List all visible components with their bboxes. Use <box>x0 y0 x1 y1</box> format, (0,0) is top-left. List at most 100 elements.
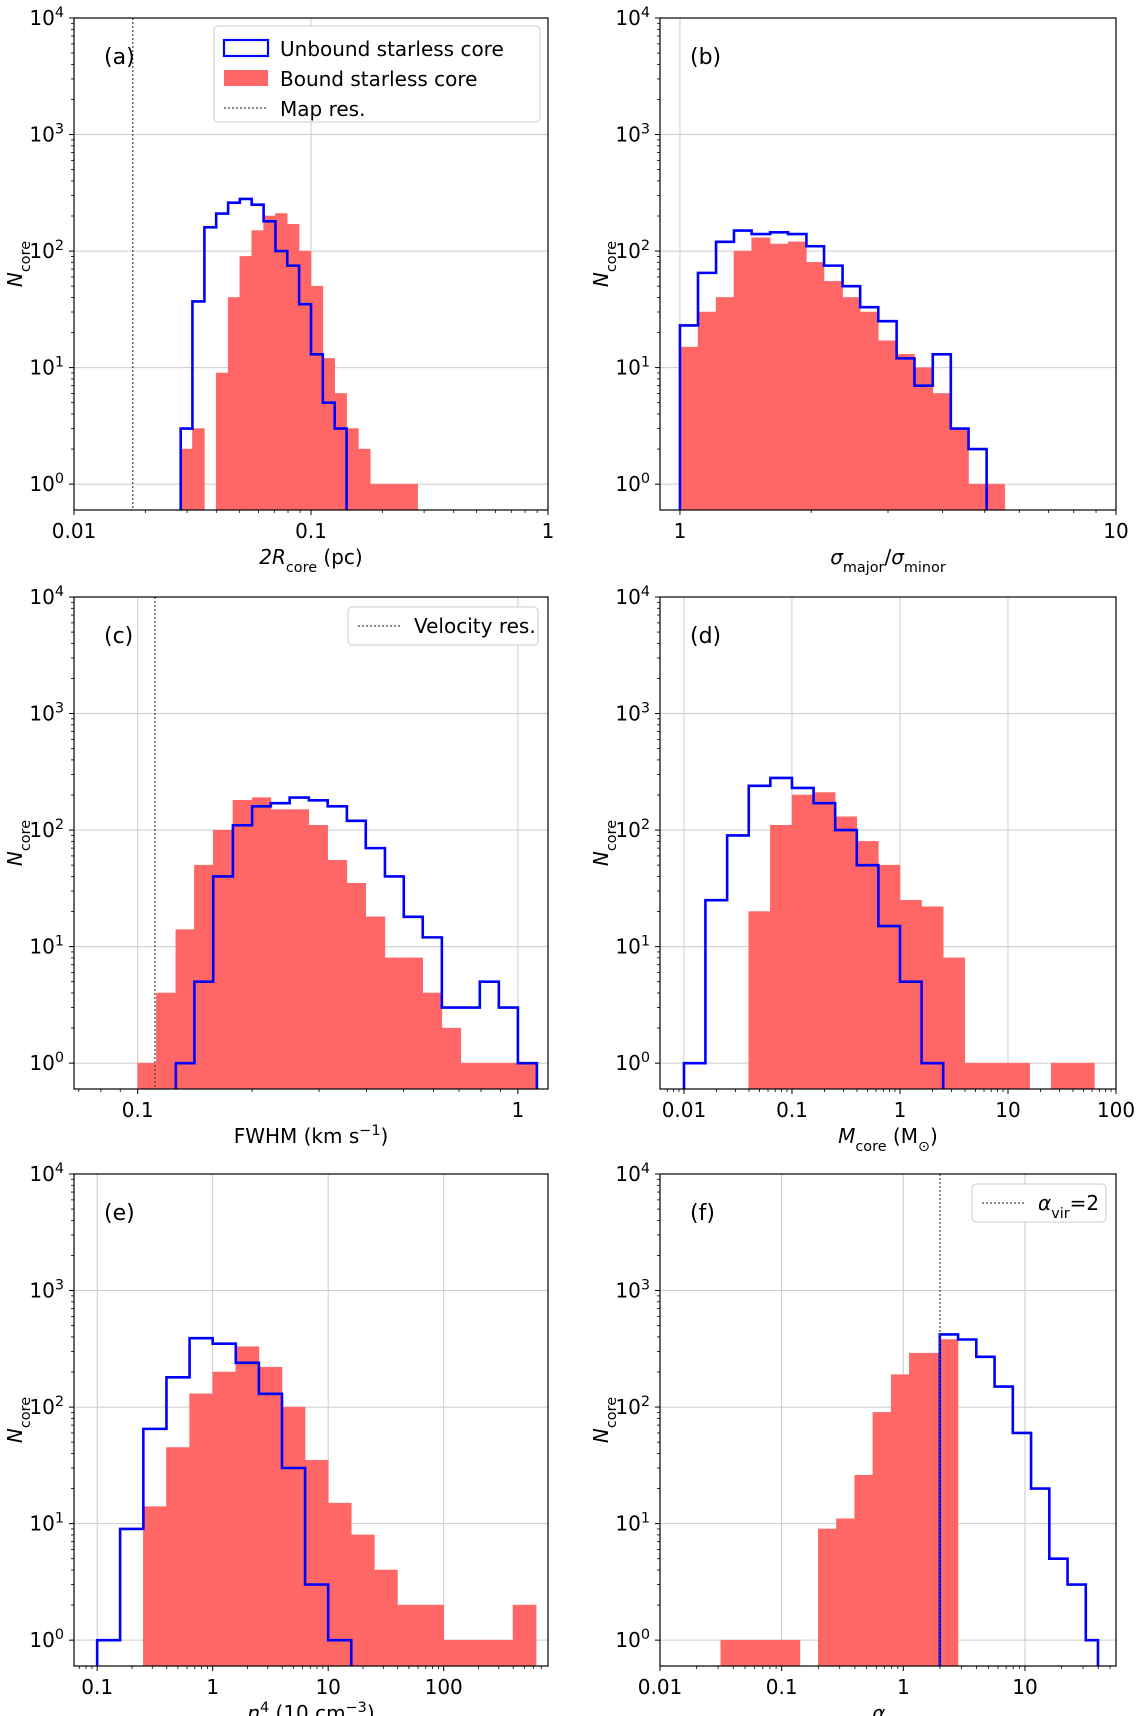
unbound-step-line <box>95 1336 353 1666</box>
bound-bar <box>397 1604 421 1666</box>
bound-bar <box>365 916 386 1089</box>
unbound-histogram <box>95 1336 353 1666</box>
legend-box <box>347 606 539 646</box>
x-tick-label: 0.1 <box>295 519 327 543</box>
axes-frame <box>73 596 549 1090</box>
bound-bar <box>393 483 407 510</box>
x-axis: 0.01 0.1 1 <box>52 510 555 543</box>
x-tick-label: 0.1 <box>776 1098 808 1122</box>
x-axis-label: FWHM (km s−1) <box>234 1123 389 1148</box>
x-axis-label: αvir <box>872 1701 904 1716</box>
bound-histogram <box>720 1339 959 1666</box>
x-axis: 1 10 <box>674 510 1129 543</box>
x-tick-label: 10 <box>315 1675 340 1699</box>
bound-bar <box>715 297 735 510</box>
bound-bar <box>1072 1062 1095 1089</box>
bound-bar <box>334 393 347 510</box>
y-tick-label: 101 <box>29 934 64 959</box>
y-axis: 100 101 102 103 104 <box>615 584 660 1075</box>
bound-bar <box>787 241 807 510</box>
y-tick-label: 102 <box>29 238 64 263</box>
x-tick-label: 1 <box>542 519 555 543</box>
bound-bar <box>770 824 793 1089</box>
bound-bar <box>939 1339 959 1666</box>
bound-bar <box>942 957 966 1089</box>
bound-bar <box>263 215 276 510</box>
bound-bar <box>420 1604 444 1666</box>
bound-bar <box>460 1062 481 1089</box>
panel-e: 100 101 102 103 104 0.1 1 10 100 n4 (10 cm−3) Ncor… <box>3 1161 549 1716</box>
bound-bar <box>308 824 328 1089</box>
bound-bar <box>212 829 234 1089</box>
bound-histogram <box>679 237 1006 510</box>
bound-histogram <box>137 797 538 1089</box>
x-tick-label: 0.1 <box>766 1675 798 1699</box>
bound-bar <box>143 1506 167 1666</box>
bound-bar <box>890 1374 910 1666</box>
bound-bar <box>679 346 699 510</box>
bound-bar <box>212 1371 237 1666</box>
panel-label: (d) <box>690 624 721 649</box>
axes-frame <box>73 1173 549 1667</box>
x-tick-label: 0.01 <box>638 1675 683 1699</box>
x-axis: 0.01 0.1 1 10 100 <box>662 1089 1135 1122</box>
legend-swatch-bound <box>224 70 268 86</box>
bound-bar <box>751 237 771 510</box>
y-tick-label: 104 <box>615 1161 650 1186</box>
y-axis-label: Ncore <box>589 1397 620 1443</box>
bound-bar <box>384 957 405 1089</box>
bound-histogram <box>143 1346 537 1666</box>
bound-bar <box>932 393 952 510</box>
legend-box <box>213 25 541 123</box>
bound-bar <box>180 448 193 510</box>
bound-bar <box>720 1639 758 1666</box>
bound-bar <box>441 1027 462 1089</box>
bound-bar <box>175 929 195 1089</box>
bound-bar <box>964 1062 987 1089</box>
bound-bar <box>986 1062 1009 1089</box>
bound-bar <box>289 809 310 1089</box>
bound-bar <box>856 841 879 1089</box>
bound-bar <box>733 250 752 510</box>
bound-bar <box>258 1366 283 1666</box>
legend: Velocity res. <box>347 606 539 646</box>
bound-bar <box>327 860 348 1089</box>
bound-bar <box>791 794 814 1089</box>
bound-bar <box>156 992 177 1089</box>
bound-bar <box>769 243 789 510</box>
bound-bar <box>859 311 879 510</box>
x-tick-label: 0.01 <box>52 519 97 543</box>
bound-bar <box>327 1502 352 1666</box>
bound-bar <box>1050 1062 1074 1089</box>
bound-bar <box>512 1604 537 1666</box>
y-axis-label: Ncore <box>589 820 620 866</box>
bound-bar <box>878 864 901 1089</box>
x-tick-label: 100 <box>425 1675 463 1699</box>
bound-bar <box>813 792 836 1089</box>
x-tick-label: 10 <box>1103 519 1128 543</box>
panel-a: 100 101 102 103 104 0.01 0.1 1 2Rcore (pc) Ncore (… <box>3 5 554 576</box>
x-tick-label: 1 <box>894 1098 907 1122</box>
unbound-step-line <box>174 796 539 1089</box>
bound-bar <box>823 281 843 510</box>
x-tick-label: 10 <box>995 1098 1020 1122</box>
bound-bar <box>697 311 717 510</box>
bound-bar <box>192 428 205 510</box>
y-tick-label: 104 <box>615 5 650 30</box>
axes-frame <box>659 1173 1117 1667</box>
bound-bar <box>189 1393 213 1666</box>
bound-bar <box>227 297 241 510</box>
x-axis: 0.1 1 <box>78 1089 524 1122</box>
panel-b: 100 101 102 103 104 1 10 σmajor/σminor Ncore (b) <box>589 5 1129 576</box>
y-axis-label: Ncore <box>3 241 34 287</box>
legend-box <box>971 1183 1107 1223</box>
y-tick-label: 100 <box>29 1050 64 1075</box>
bound-bar <box>909 1352 941 1666</box>
x-tick-label: 1 <box>206 1675 219 1699</box>
x-tick-label: 0.01 <box>662 1098 707 1122</box>
unbound-step-line <box>682 776 945 1089</box>
legend-label-unbound: Unbound starless core <box>280 37 504 61</box>
bound-bar <box>479 1062 500 1089</box>
x-axis-label: σmajor/σminor <box>830 545 946 576</box>
bound-bar <box>489 1639 514 1666</box>
